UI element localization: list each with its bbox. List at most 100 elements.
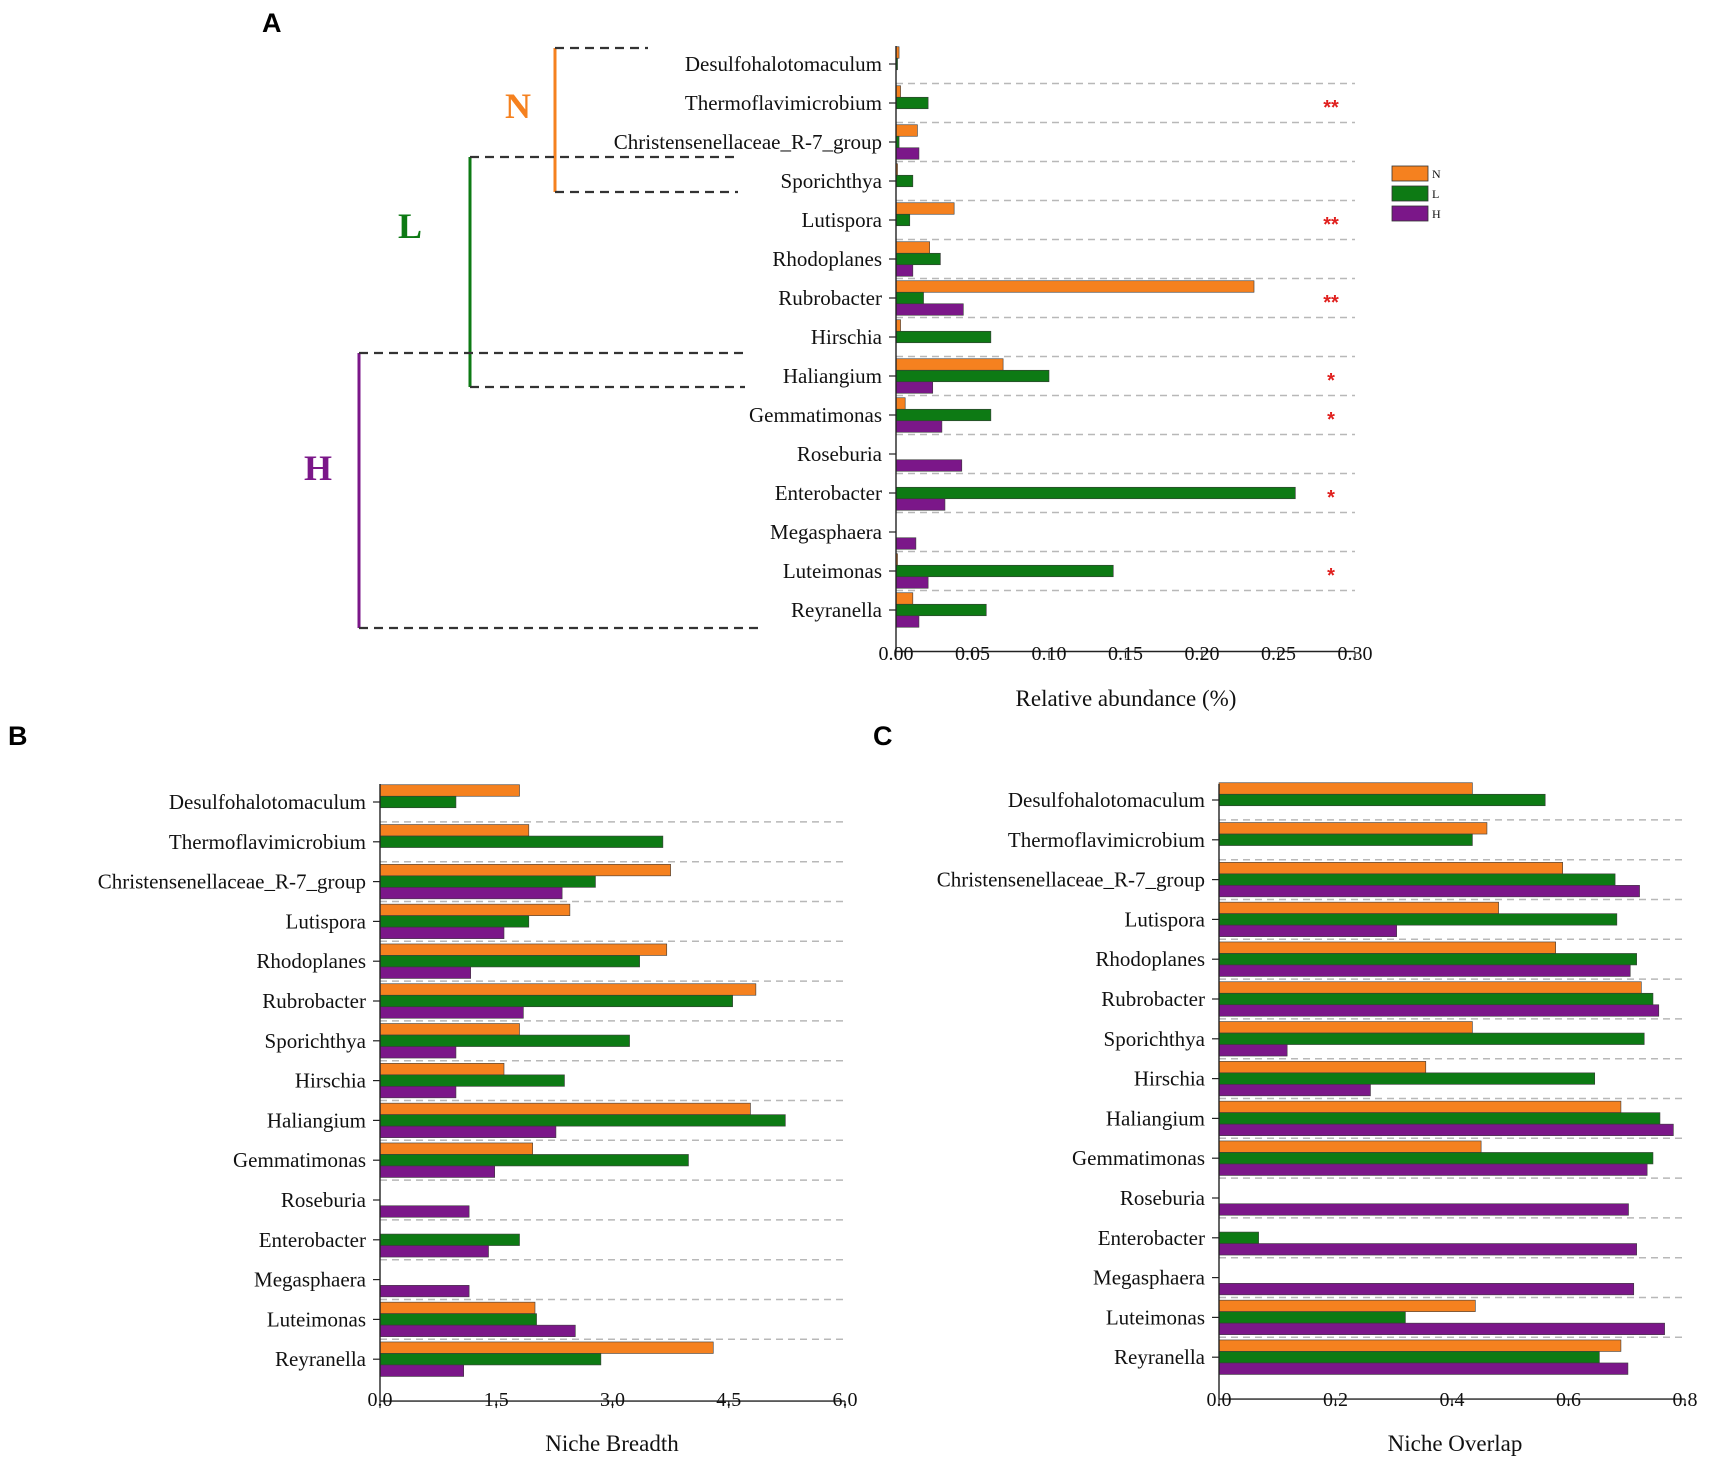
category-label: Sporichthya: [781, 169, 883, 193]
bar-L-Thermoflavimicrobium: [895, 96, 929, 110]
bar-H-Christensenellaceae_R-7_group: [895, 147, 920, 160]
bar-L-Rhodoplanes: [379, 955, 640, 968]
panel-letter-a: A: [262, 8, 282, 38]
bar-L-Gemmatimonas: [1218, 1152, 1654, 1165]
category-label: Desulfohalotomaculum: [169, 790, 366, 814]
category-label: Rhodoplanes: [772, 247, 882, 271]
panel-letter-b: B: [8, 721, 28, 751]
bar-H-Roseburia: [379, 1205, 470, 1218]
category-label: Hirschia: [1134, 1067, 1206, 1091]
x-axis-label: Niche Breadth: [545, 1431, 679, 1456]
category-label: Roseburia: [1120, 1186, 1206, 1210]
bar-L-Lutispora: [379, 915, 530, 928]
bar-L-Lutispora: [895, 213, 911, 227]
x-tick-label: 0.30: [1338, 643, 1373, 665]
bar-N-Desulfohalotomaculum: [379, 784, 520, 797]
bar-L-Sporichthya: [895, 174, 914, 188]
bar-H-Reyranella: [895, 615, 920, 628]
bar-H-Haliangium: [1218, 1123, 1674, 1136]
x-axis-label: Niche Overlap: [1388, 1431, 1523, 1456]
bar-N-Christensenellaceae_R-7_group: [379, 864, 671, 877]
bar-H-Megasphaera: [895, 537, 917, 550]
category-label: Thermoflavimicrobium: [169, 830, 366, 854]
bar-N-Reyranella: [379, 1341, 714, 1354]
category-label: Rubrobacter: [778, 286, 882, 310]
bar-H-Lutispora: [379, 926, 505, 939]
bar-N-Christensenellaceae_R-7_group: [1218, 862, 1563, 875]
bar-N-Lutispora: [1218, 901, 1499, 914]
category-label: Christensenellaceae_R-7_group: [614, 130, 882, 154]
bar-H-Gemmatimonas: [379, 1165, 495, 1178]
significance-mark: **: [1323, 214, 1339, 236]
bar-H-Roseburia: [895, 459, 963, 472]
bar-N-Lutispora: [895, 202, 955, 215]
bar-L-Sporichthya: [379, 1034, 630, 1047]
x-tick-label: 1.5: [484, 1389, 509, 1411]
category-label: Desulfohalotomaculum: [1008, 788, 1205, 812]
bar-N-Thermoflavimicrobium: [1218, 822, 1488, 835]
x-tick-label: 0.4: [1440, 1389, 1465, 1411]
bar-N-Sporichthya: [1218, 1021, 1473, 1034]
category-label: Rubrobacter: [262, 989, 366, 1013]
bar-N-Rubrobacter: [1218, 981, 1642, 994]
x-tick-label: 0.0: [1207, 1389, 1232, 1411]
bar-H-Rhodoplanes: [895, 264, 914, 277]
category-label: Enterobacter: [259, 1228, 366, 1252]
bar-H-Lutispora: [1218, 924, 1397, 937]
bar-L-Sporichthya: [1218, 1032, 1645, 1045]
bar-N-Rhodoplanes: [895, 241, 930, 254]
bar-L-Rhodoplanes: [1218, 953, 1637, 966]
category-label: Thermoflavimicrobium: [1008, 828, 1205, 852]
bar-H-Luteimonas: [379, 1324, 576, 1337]
x-tick-label: 0.05: [955, 643, 990, 665]
bar-L-Reyranella: [379, 1353, 602, 1366]
legend-swatch-N: [1391, 165, 1429, 182]
category-label: Luteimonas: [267, 1307, 366, 1331]
bar-L-Reyranella: [1218, 1351, 1600, 1364]
bar-L-Gemmatimonas: [379, 1154, 689, 1167]
bar-N-Gemmatimonas: [379, 1142, 533, 1155]
bar-H-Enterobacter: [1218, 1243, 1637, 1256]
category-label: Megasphaera: [1093, 1266, 1206, 1290]
category-label: Gemmatimonas: [233, 1148, 366, 1172]
bar-L-Haliangium: [1218, 1112, 1661, 1125]
category-label: Rhodoplanes: [1095, 947, 1205, 971]
bar-N-Rubrobacter: [895, 280, 1255, 293]
category-label: Luteimonas: [1106, 1305, 1205, 1329]
bar-L-Thermoflavimicrobium: [379, 835, 664, 848]
bar-L-Haliangium: [895, 369, 1050, 383]
cluster-label-H: H: [304, 448, 332, 488]
bar-L-Christensenellaceae_R-7_group: [1218, 873, 1616, 886]
category-label: Roseburia: [281, 1188, 367, 1212]
x-tick-label: 4.5: [716, 1389, 741, 1411]
bar-N-Reyranella: [895, 592, 914, 605]
bar-H-Haliangium: [895, 381, 934, 394]
bar-H-Sporichthya: [379, 1046, 457, 1059]
x-tick-label: 0.15: [1108, 643, 1143, 665]
bar-N-Hirschia: [1218, 1061, 1427, 1074]
legend-label-H: H: [1432, 207, 1441, 221]
bar-L-Lutispora: [1218, 913, 1618, 926]
category-label: Reyranella: [275, 1347, 367, 1371]
bar-L-Rhodoplanes: [895, 252, 941, 266]
category-label: Enterobacter: [775, 481, 882, 505]
bar-L-Hirschia: [1218, 1072, 1596, 1085]
category-label: Gemmatimonas: [1072, 1146, 1205, 1170]
bar-L-Rubrobacter: [895, 291, 924, 305]
category-label: Haliangium: [267, 1108, 366, 1132]
category-label: Lutispora: [286, 909, 367, 933]
bar-H-Rubrobacter: [379, 1006, 524, 1019]
significance-mark: **: [1323, 292, 1339, 314]
bar-L-Hirschia: [895, 330, 992, 344]
significance-mark: *: [1327, 370, 1335, 392]
bar-L-Gemmatimonas: [895, 408, 992, 422]
legend-label-L: L: [1432, 187, 1439, 201]
bar-H-Enterobacter: [895, 498, 946, 511]
category-label: Desulfohalotomaculum: [685, 52, 882, 76]
bar-L-Luteimonas: [895, 564, 1114, 578]
legend-label-N: N: [1432, 167, 1441, 181]
x-tick-label: 0.00: [879, 643, 914, 665]
category-label: Haliangium: [783, 364, 882, 388]
category-label: Enterobacter: [1098, 1226, 1205, 1250]
